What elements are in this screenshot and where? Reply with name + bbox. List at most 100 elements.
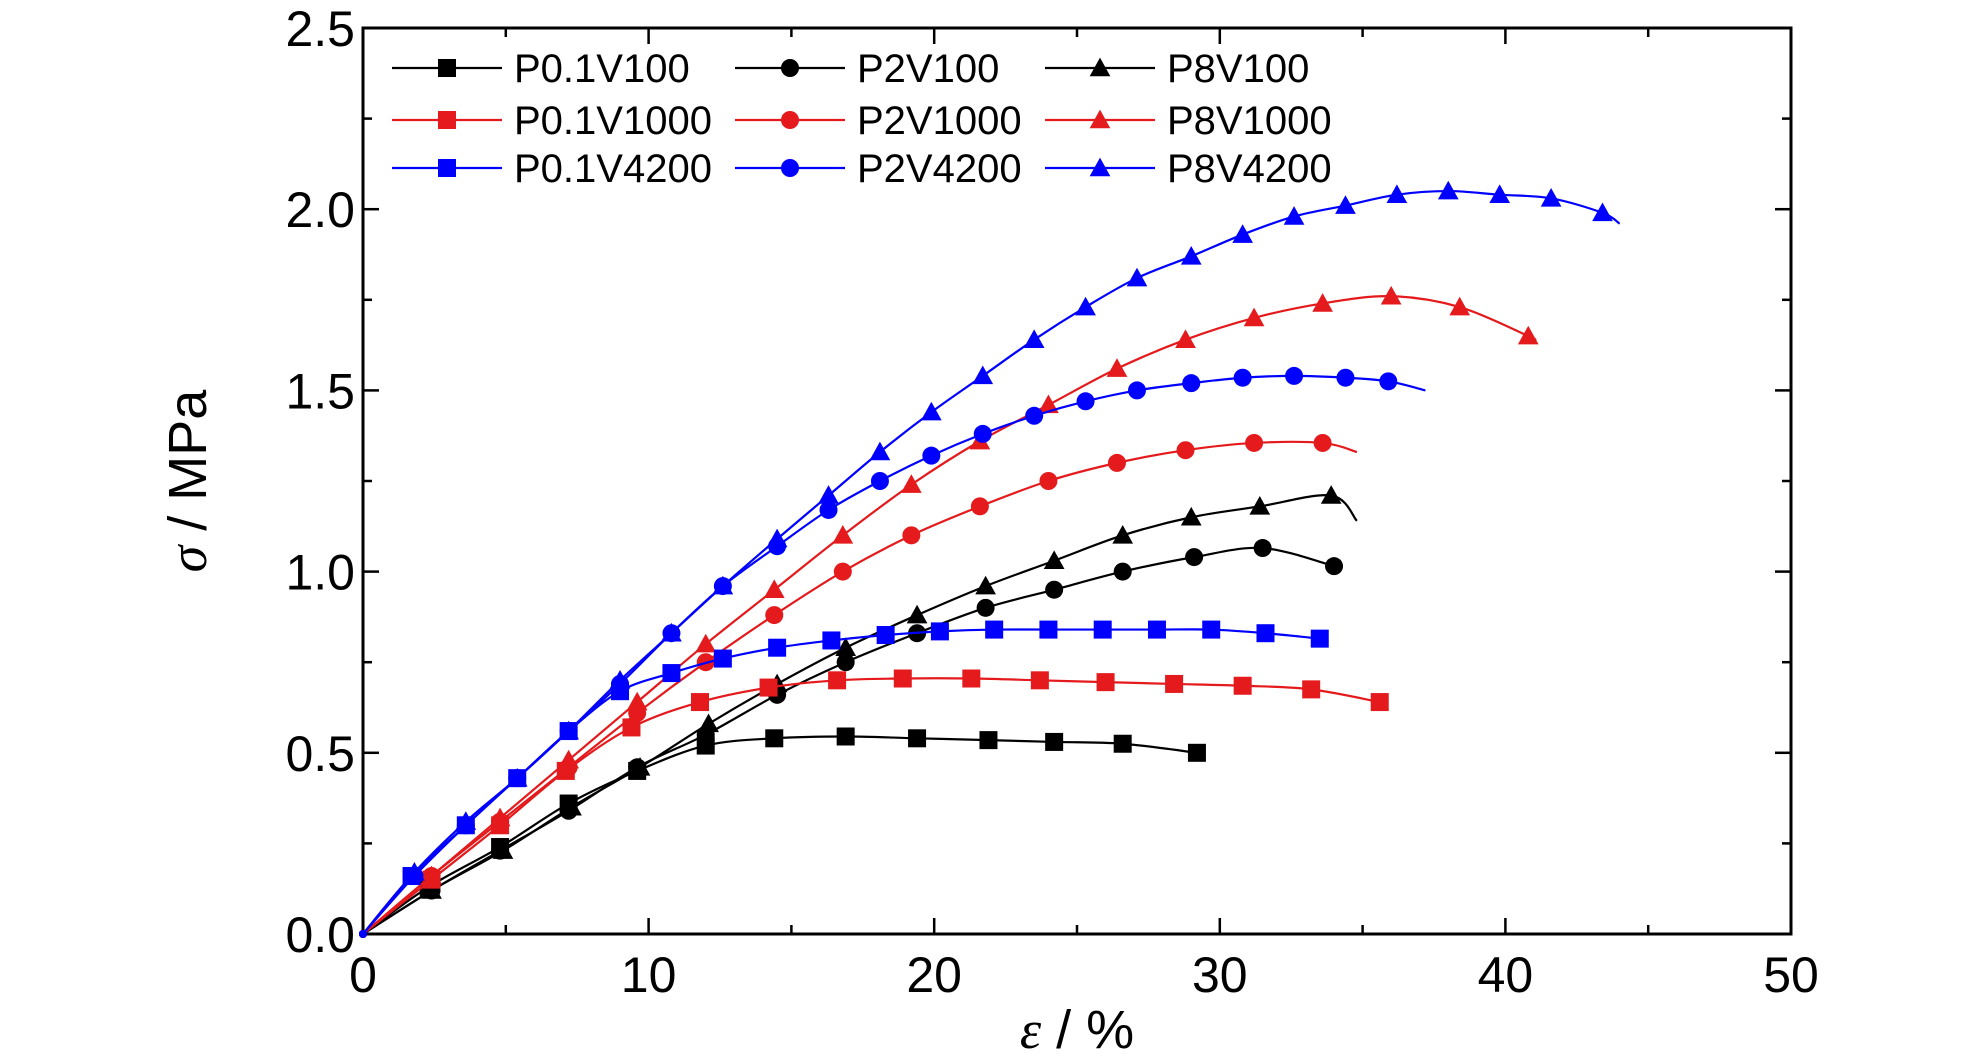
data-point-P8V1000	[1038, 394, 1059, 414]
data-point-P8V4200	[920, 401, 942, 421]
data-point-P8V4200	[712, 575, 734, 595]
data-point-P8V4200	[1335, 195, 1356, 214]
legend-marker	[438, 159, 456, 177]
y-axis-ticks: 0.0 0.5 1.0 1.5 2.0 2.5	[285, 1, 1791, 963]
data-point-P8V100	[906, 604, 928, 624]
legend-label: P8V1000	[1167, 99, 1332, 143]
data-point-P2V100	[836, 653, 855, 672]
data-point-P0.1V1000	[1030, 671, 1049, 690]
legend-item-P8V100: P8V100	[1045, 47, 1309, 91]
data-point-P8V4200	[972, 365, 994, 385]
data-point-P8V4200	[1592, 202, 1613, 222]
data-point-P8V100	[1112, 525, 1134, 544]
data-point-P2V100	[1045, 580, 1064, 599]
data-point-P0.1V100	[836, 727, 855, 746]
data-point-P0.1V1000	[622, 718, 641, 737]
series-layer	[359, 180, 1621, 938]
data-point-P8V100	[1320, 485, 1342, 504]
data-point-P0.1V100	[1045, 732, 1064, 751]
data-point-P0.1V4200	[822, 631, 841, 650]
series-line-P8V1000	[362, 295, 1537, 935]
data-point-origin	[359, 930, 367, 938]
data-point-P0.1V100	[765, 729, 784, 748]
data-point-P8V4200	[558, 720, 579, 740]
series-line-P2V1000	[362, 440, 1358, 935]
legend-marker	[1089, 157, 1111, 177]
data-point-P2V100	[1325, 557, 1344, 576]
data-point-P8V1000	[1312, 293, 1333, 312]
y-tick-label: 0.0	[285, 907, 355, 963]
data-point-P2V4200	[1336, 368, 1355, 387]
y-axis-unit: / MPa	[158, 389, 218, 546]
data-point-P8V1000	[1175, 329, 1196, 348]
legend-marker	[438, 59, 456, 77]
data-point-P0.1V4200	[1256, 624, 1275, 643]
data-point-P8V4200	[1180, 245, 1202, 265]
legend-marker	[781, 59, 799, 77]
data-point-P8V100	[421, 880, 442, 899]
legend: P0.1V100 P2V100 P8V100 P0.1V1000 P2V1000 P8V1…	[392, 47, 1332, 191]
data-point-P0.1V100	[1113, 734, 1132, 753]
data-point-P2V4200	[1379, 372, 1398, 391]
data-point-P2V1000	[833, 562, 852, 581]
data-point-P2V4200	[1076, 392, 1095, 411]
data-point-P8V1000	[763, 579, 785, 598]
data-point-P8V1000	[489, 807, 511, 827]
data-point-P8V1000	[1106, 358, 1128, 377]
data-point-P8V4200	[1437, 180, 1459, 200]
legend-label: P8V4200	[1167, 147, 1332, 191]
data-point-P8V1000	[832, 525, 854, 544]
data-point-P0.1V1000	[759, 678, 778, 697]
data-point-P0.1V4200	[713, 649, 732, 668]
data-point-P2V1000	[1176, 441, 1195, 460]
data-point-P8V100	[835, 637, 857, 656]
data-point-P2V4200	[1285, 366, 1304, 385]
data-point-P0.1V1000	[691, 693, 710, 712]
data-point-P8V1000	[1449, 296, 1471, 316]
data-point-P8V4200	[1232, 224, 1253, 243]
legend-marker	[1089, 57, 1111, 77]
data-point-P2V100	[1253, 539, 1272, 558]
legend-item-P0.1V1000: P0.1V1000	[392, 99, 712, 143]
x-axis-title: ε / %	[1020, 1000, 1134, 1060]
legend-marker	[781, 159, 799, 177]
series-P2V4200	[359, 366, 1426, 938]
data-point-P8V4200	[1283, 206, 1305, 225]
data-point-P8V4200	[1386, 184, 1408, 203]
data-point-P2V1000	[765, 606, 784, 625]
x-axis-unit: / %	[1041, 1000, 1134, 1060]
legend-label: P0.1V1000	[514, 99, 712, 143]
data-point-P0.1V1000	[893, 669, 912, 688]
series-P8V100	[359, 485, 1358, 938]
series-P0.1V1000	[359, 669, 1389, 938]
data-point-P2V4200	[819, 500, 838, 519]
data-point-P8V1000	[695, 633, 717, 653]
data-point-P8V100	[561, 796, 582, 816]
data-point-P2V4200	[1127, 381, 1146, 400]
data-point-P2V1000	[1107, 453, 1126, 472]
data-point-P8V4200	[1540, 187, 1562, 207]
data-point-P8V4200	[404, 862, 425, 881]
y-tick-label: 2.5	[285, 1, 355, 57]
data-point-P0.1V4200	[876, 626, 895, 645]
legend-label: P8V100	[1167, 47, 1309, 91]
data-point-P8V4200	[506, 767, 528, 787]
legend-label: P2V4200	[857, 147, 1022, 191]
data-point-P8V100	[1180, 506, 1202, 526]
data-point-P0.1V1000	[962, 669, 981, 688]
legend-item-P2V100: P2V100	[735, 47, 999, 91]
y-axis-title: σ / MPa	[158, 389, 218, 573]
data-point-P2V1000	[1245, 433, 1264, 452]
data-point-P0.1V4200	[768, 638, 787, 657]
data-point-P2V1000	[902, 526, 921, 545]
data-point-P8V100	[975, 575, 996, 595]
data-point-P8V4200	[766, 528, 788, 548]
x-tick-label: 30	[1192, 947, 1248, 1003]
x-axis-ticks: 0 10 20 30 40 50	[349, 28, 1819, 1003]
legend-item-P0.1V100: P0.1V100	[392, 47, 690, 91]
series-P8V4200	[359, 180, 1621, 938]
data-point-P8V1000	[421, 865, 442, 885]
data-point-P0.1V100	[908, 729, 927, 748]
x-axis-symbol: ε	[1020, 1000, 1042, 1060]
